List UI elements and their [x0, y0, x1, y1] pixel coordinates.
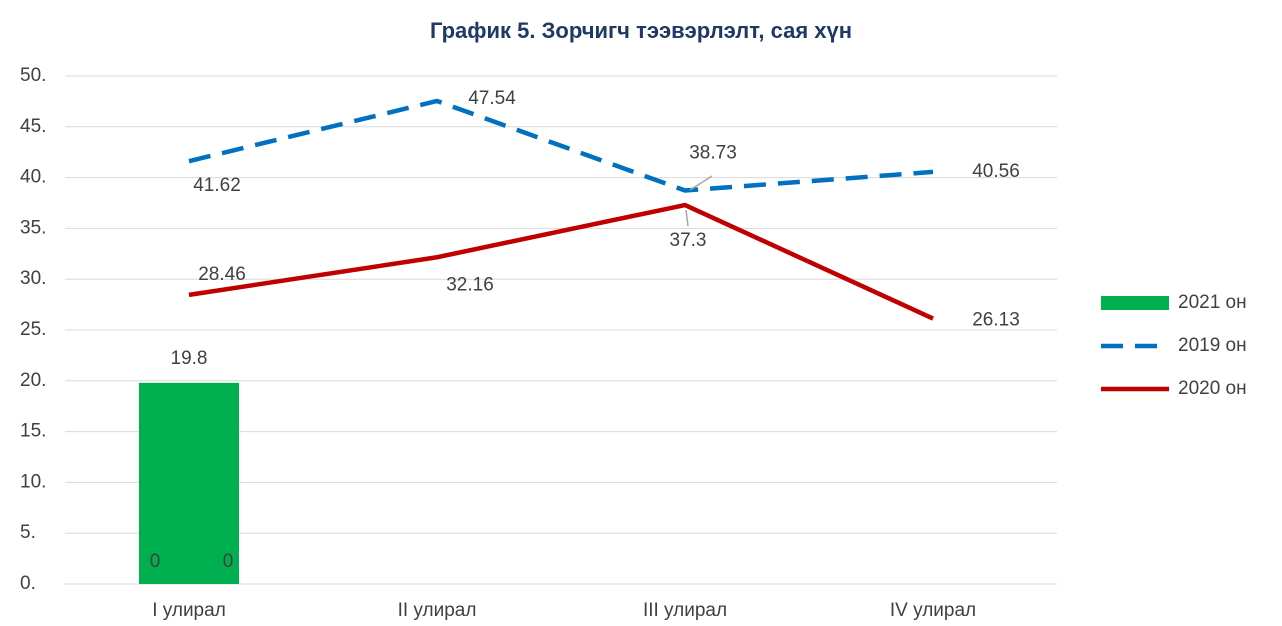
legend-label: 2021 он: [1178, 292, 1247, 313]
y-tick-label: 45.: [20, 116, 46, 137]
data-label: 38.73: [689, 143, 737, 164]
y-tick-label: 35.: [20, 217, 46, 238]
y-tick-label: 50.: [20, 65, 46, 86]
data-label: 32.16: [446, 274, 494, 295]
y-tick-label: 0.: [20, 573, 36, 594]
legend-label: 2020 он: [1178, 378, 1247, 399]
data-label: 19.8: [171, 348, 208, 369]
data-label: 47.54: [468, 88, 516, 109]
x-tick-label: II улирал: [398, 600, 477, 621]
leader-line: [685, 209, 689, 227]
line: [188, 202, 934, 321]
y-tick-label: 20.: [20, 370, 46, 391]
chart-title: График 5. Зорчигч тээвэрлэлт, сая хүн: [430, 18, 852, 43]
data-label: 28.46: [198, 264, 246, 285]
x-tick-label: IV улирал: [890, 600, 976, 621]
annotation: 0: [150, 551, 161, 572]
y-tick-label: 30.: [20, 268, 46, 289]
data-label: 40.56: [972, 161, 1020, 182]
data-label: 37.3: [670, 230, 707, 251]
line: [188, 98, 934, 193]
x-tick-label: III улирал: [643, 600, 727, 621]
leader-line: [689, 175, 713, 191]
y-tick-label: 10.: [20, 471, 46, 492]
annotation: 0: [223, 551, 234, 572]
y-tick-label: 25.: [20, 319, 46, 340]
bar: [139, 382, 239, 584]
y-tick-label: 5.: [20, 522, 36, 543]
data-label: 41.62: [193, 175, 241, 196]
x-tick-label: I улирал: [152, 600, 226, 621]
legend-label: 2019 он: [1178, 335, 1247, 356]
data-label: 26.13: [972, 310, 1020, 331]
y-tick-label: 15.: [20, 421, 46, 442]
legend-swatch: [1101, 296, 1169, 310]
y-tick-label: 40.: [20, 167, 46, 188]
